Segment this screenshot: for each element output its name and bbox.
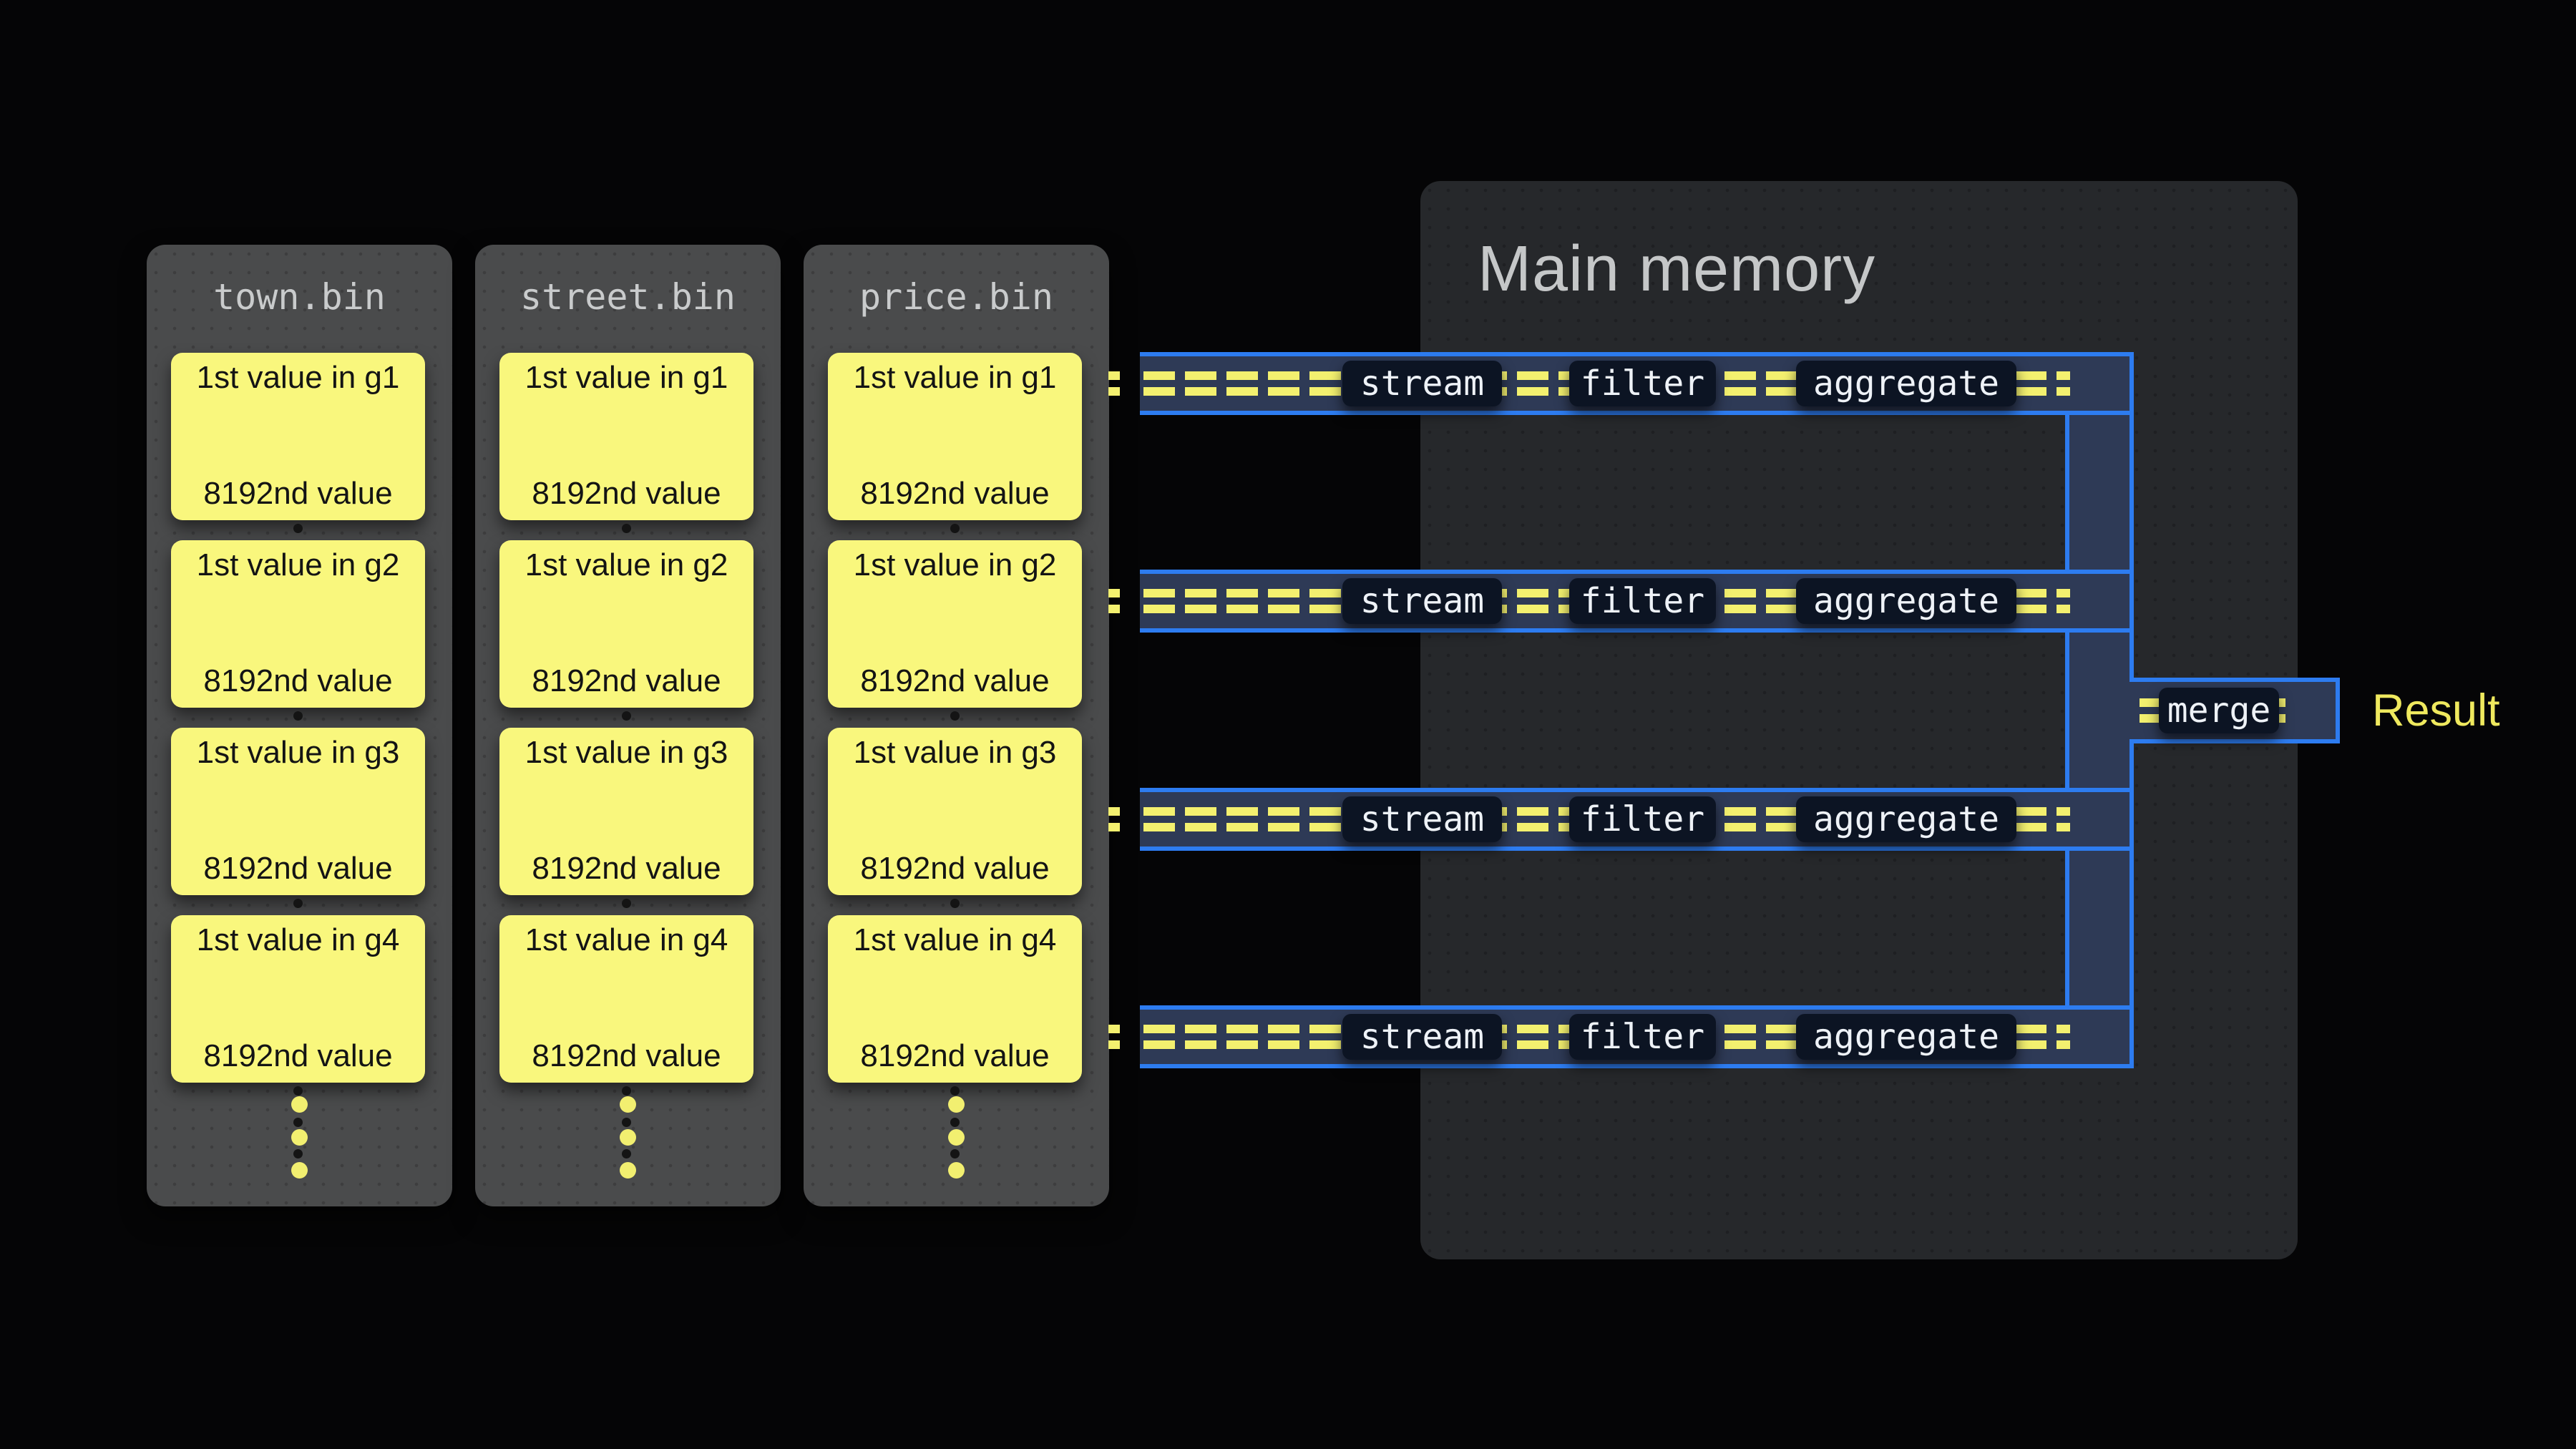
group-last-value: 8192nd value xyxy=(532,1038,721,1073)
merge-border xyxy=(2129,739,2340,743)
stage-filter: filter xyxy=(1569,1014,1716,1060)
group-first-value: 1st value in g4 xyxy=(525,922,728,957)
stage-stream: stream xyxy=(1342,578,1502,624)
result-label: Result xyxy=(2372,686,2500,736)
row-group-card: 1st value in g2 8192nd value xyxy=(828,540,1082,784)
group-last-value: 8192nd value xyxy=(532,476,721,511)
row-group-card: 1st value in g1 8192nd value xyxy=(171,353,425,596)
group-first-value: 1st value in g1 xyxy=(196,360,400,395)
rail-border xyxy=(2065,633,2069,788)
row-group-card: 1st value in g3 8192nd value xyxy=(171,728,425,971)
group-last-value: 8192nd value xyxy=(532,663,721,698)
stage-filter: filter xyxy=(1569,361,1716,406)
group-first-value: 1st value in g2 xyxy=(853,547,1057,582)
row-group-card: 1st value in g4 8192nd value xyxy=(499,915,753,1158)
file-column-town: town.bin 1st value in g1 8192nd value 1s… xyxy=(147,245,452,1206)
row-group-card: 1st value in g1 8192nd value xyxy=(828,353,1082,596)
equals-dash-stub xyxy=(1108,823,1120,831)
stage-filter: filter xyxy=(1569,578,1716,624)
equals-dash-stub xyxy=(1108,371,1120,380)
group-first-value: 1st value in g3 xyxy=(196,735,400,770)
rail-border xyxy=(2129,743,2134,1068)
row-group-card: 1st value in g3 8192nd value xyxy=(499,728,753,971)
pipeline-row-1: stream filter aggregate xyxy=(1108,352,2134,415)
row-group-card: 1st value in g2 8192nd value xyxy=(171,540,425,784)
equals-dash-stub xyxy=(1108,1025,1120,1033)
group-last-value: 8192nd value xyxy=(203,851,393,886)
main-memory-title: Main memory xyxy=(1478,233,1876,305)
group-last-value: 8192nd value xyxy=(203,476,393,511)
stage-aggregate: aggregate xyxy=(1796,361,2016,406)
merge-border xyxy=(2336,678,2340,743)
row-group-card: 1st value in g2 8192nd value xyxy=(499,540,753,784)
equals-dash-stub xyxy=(1108,605,1120,613)
group-first-value: 1st value in g4 xyxy=(853,922,1057,957)
file-column-street: street.bin 1st value in g1 8192nd value … xyxy=(475,245,781,1206)
file-name: town.bin xyxy=(213,276,386,318)
file-column-price: price.bin 1st value in g1 8192nd value 1… xyxy=(804,245,1109,1206)
row-group-card: 1st value in g1 8192nd value xyxy=(499,353,753,596)
more-groups-ellipsis-icon xyxy=(619,1096,636,1179)
equals-dash-stub xyxy=(1108,387,1120,396)
rail-border xyxy=(2065,415,2069,570)
group-first-value: 1st value in g4 xyxy=(196,922,400,957)
row-group-card: 1st value in g4 8192nd value xyxy=(171,915,425,1158)
ellipsis-icon xyxy=(293,1086,303,1158)
rail-border xyxy=(2129,352,2134,678)
equals-dash-stub xyxy=(1108,807,1120,816)
group-first-value: 1st value in g2 xyxy=(525,547,728,582)
group-last-value: 8192nd value xyxy=(860,851,1050,886)
group-last-value: 8192nd value xyxy=(860,1038,1050,1073)
stage-filter: filter xyxy=(1569,796,1716,842)
more-groups-ellipsis-icon xyxy=(947,1096,965,1179)
group-first-value: 1st value in g3 xyxy=(853,735,1057,770)
pipeline-row-3: stream filter aggregate xyxy=(1108,788,2134,851)
merge-border xyxy=(2129,678,2340,682)
ellipsis-icon xyxy=(622,1086,632,1158)
stage-stream: stream xyxy=(1342,361,1502,406)
file-name: price.bin xyxy=(859,276,1053,318)
group-last-value: 8192nd value xyxy=(532,851,721,886)
stage-merge: merge xyxy=(2159,688,2279,733)
file-name: street.bin xyxy=(519,276,736,318)
group-last-value: 8192nd value xyxy=(203,1038,393,1073)
stage-stream: stream xyxy=(1342,1014,1502,1060)
pipeline-row-2: stream filter aggregate xyxy=(1108,570,2134,633)
group-last-value: 8192nd value xyxy=(860,476,1050,511)
equals-dash-stub xyxy=(1108,589,1120,597)
group-first-value: 1st value in g1 xyxy=(853,360,1057,395)
more-groups-ellipsis-icon xyxy=(291,1096,308,1179)
group-last-value: 8192nd value xyxy=(203,663,393,698)
pipeline-row-4: stream filter aggregate xyxy=(1108,1005,2134,1068)
stage-aggregate: aggregate xyxy=(1796,796,2016,842)
equals-dash-stub xyxy=(1108,1040,1120,1049)
stage-aggregate: aggregate xyxy=(1796,1014,2016,1060)
group-first-value: 1st value in g1 xyxy=(525,360,728,395)
row-group-card: 1st value in g4 8192nd value xyxy=(828,915,1082,1158)
group-last-value: 8192nd value xyxy=(860,663,1050,698)
group-first-value: 1st value in g2 xyxy=(196,547,400,582)
row-group-card: 1st value in g3 8192nd value xyxy=(828,728,1082,971)
stage-stream: stream xyxy=(1342,796,1502,842)
group-first-value: 1st value in g3 xyxy=(525,735,728,770)
stage-aggregate: aggregate xyxy=(1796,578,2016,624)
rail-border xyxy=(2065,851,2069,1005)
ellipsis-icon xyxy=(950,1086,960,1158)
